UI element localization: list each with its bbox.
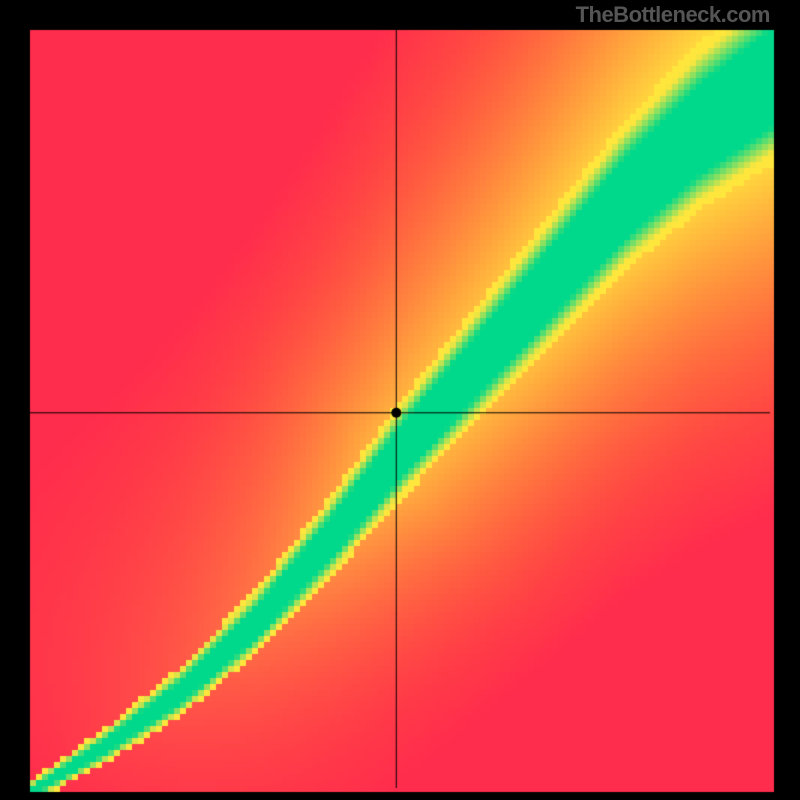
watermark-text: TheBottleneck.com bbox=[576, 2, 770, 28]
bottleneck-heatmap bbox=[0, 0, 800, 800]
chart-container: TheBottleneck.com bbox=[0, 0, 800, 800]
